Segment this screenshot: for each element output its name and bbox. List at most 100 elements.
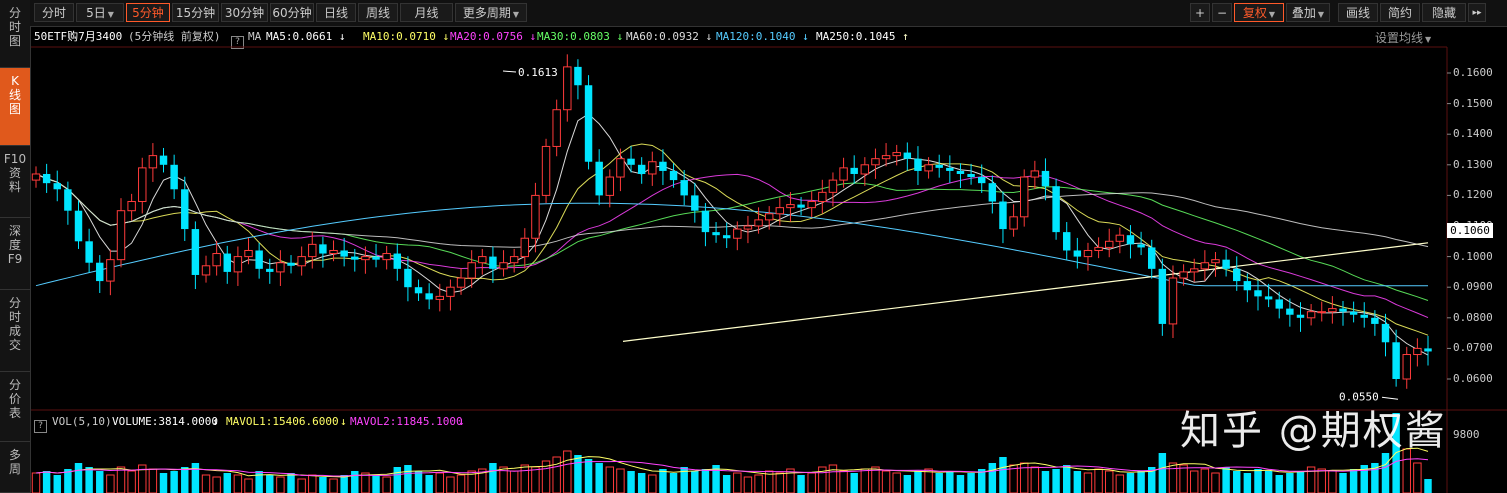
simple-mode-button[interactable]: 简约 [1380, 3, 1420, 22]
volume-bar-down [584, 459, 593, 493]
period-60min-button[interactable]: 60分钟 [270, 3, 314, 22]
fuquan-button[interactable]: 复权 ▼ [1234, 3, 1284, 22]
sidebar-tab-0[interactable]: 分 时 图 [0, 0, 30, 68]
volume-bar-up [361, 472, 370, 493]
candle-body-down [935, 164, 943, 168]
volume-bar-down [1222, 467, 1230, 493]
volume-bar-down [691, 471, 699, 493]
period-fenshi-button[interactable]: 分时 [34, 3, 74, 22]
volume-bar-up [1105, 470, 1114, 493]
candle-body-up [467, 262, 476, 279]
volume-bar-up [329, 478, 338, 493]
diejia-button[interactable]: 叠加 ▼ [1286, 3, 1330, 22]
candle-body-up [148, 155, 158, 169]
candle-body-up [1030, 170, 1040, 178]
zoom-out-button[interactable]: − [1212, 3, 1232, 22]
volume-bar-up [786, 468, 795, 493]
candle-body-down [85, 241, 93, 263]
volume-bar-up [106, 474, 115, 493]
volume-bar-down [935, 473, 943, 493]
y-tick-label: 0.1600 [1453, 66, 1493, 79]
candle-body-up [499, 262, 508, 270]
period-5min-button[interactable]: 5分钟 [126, 3, 170, 22]
candle-body-down [977, 177, 986, 184]
period-month-button[interactable]: 月线 [400, 3, 453, 22]
candle-body-up [605, 176, 615, 196]
y-tick-label: 0.1200 [1453, 188, 1493, 202]
hide-button[interactable]: 隐藏 [1422, 3, 1466, 22]
candle-body-down [96, 262, 104, 282]
volume-bar-down [85, 467, 93, 493]
volume-bar-up [456, 474, 466, 493]
volume-bar-up [308, 474, 317, 493]
volume-bar-down [1126, 473, 1135, 493]
volume-bar-down [669, 473, 678, 493]
candle-body-up [456, 277, 466, 288]
candle-body-down [722, 235, 731, 239]
candle-body-up [775, 207, 785, 215]
volume-bar-up [1083, 472, 1093, 493]
volume-bar-up [743, 476, 753, 493]
candle-body-up [1019, 176, 1029, 218]
volume-bar-down [1264, 471, 1273, 493]
mavol2-line [35, 458, 1429, 477]
volume-bar-up [127, 470, 136, 493]
double-arrow-icon[interactable]: ▸▸ [1468, 3, 1486, 22]
candle-body-up [244, 249, 253, 258]
candle-body-down [489, 256, 497, 269]
period-day-button[interactable]: 日线 [316, 3, 356, 22]
volume-bar-down [1158, 453, 1167, 493]
volume-bar-up [860, 468, 870, 493]
volume-bar-down [627, 471, 635, 493]
vol-label: VOL(5,10) [52, 415, 112, 428]
sidebar-tab-5[interactable]: 分 价 表 [0, 372, 30, 442]
candle-body-down [1381, 323, 1390, 343]
candle-body-down [1243, 281, 1252, 291]
candle-body-up [541, 145, 551, 196]
candle-body-down [255, 250, 263, 269]
candle-body-down [680, 180, 688, 196]
volume-bar-up [520, 464, 530, 493]
candle-body-up [1413, 347, 1422, 356]
volume-bar-up [541, 460, 551, 493]
ma-settings-button[interactable]: 设置均线 ▼ [1375, 29, 1431, 46]
candle-body-down [1137, 244, 1145, 248]
volume-bar-down [680, 467, 688, 493]
sidebar-tab-1[interactable]: K 线 图 [0, 68, 30, 146]
volume-bar-up [1211, 472, 1220, 493]
candle-body-down [574, 66, 582, 86]
sidebar-tab-4[interactable]: 分 时 成 交 [0, 290, 30, 372]
candle-body-up [446, 286, 455, 297]
vol-help-icon[interactable]: ? [34, 416, 47, 434]
volume-bar-down [850, 473, 858, 493]
period-15min-button[interactable]: 15分钟 [172, 3, 219, 22]
candle-body-down [287, 262, 295, 266]
candlesticks [31, 54, 1432, 389]
candle-body-down [74, 210, 83, 242]
period-week-button[interactable]: 周线 [358, 3, 398, 22]
candle-body-down [712, 232, 720, 236]
mavol1-value: MAVOL1:15406.6000 [226, 415, 339, 428]
candle-body-up [1168, 277, 1178, 325]
volume-bar-down [266, 475, 274, 493]
candle-body-down [53, 183, 61, 190]
candle-body-up [520, 237, 530, 258]
volume-bar-up [467, 470, 476, 493]
help-icon[interactable]: ? [231, 31, 244, 51]
volume-bar-down [191, 463, 200, 493]
candle-body-down [414, 287, 423, 294]
period-30min-button[interactable]: 30分钟 [221, 3, 268, 22]
current-price-label: 0.1060 [1447, 223, 1493, 238]
more-periods-button[interactable]: 更多周期 ▼ [455, 3, 527, 22]
zoom-in-button[interactable]: + [1190, 3, 1210, 22]
draw-line-button[interactable]: 画线 [1338, 3, 1378, 22]
candle-body-down [637, 164, 646, 174]
candle-body-down [340, 250, 348, 257]
volume-bar-down [96, 471, 104, 493]
sidebar-tab-2[interactable]: F10 资 料 [0, 146, 30, 218]
volume-bar-down [701, 469, 710, 493]
sidebar-tab-3[interactable]: 深 度 F9 [0, 218, 30, 290]
volume-bar-down [393, 467, 402, 493]
period-5day-button[interactable]: 5日 ▼ [76, 3, 124, 22]
